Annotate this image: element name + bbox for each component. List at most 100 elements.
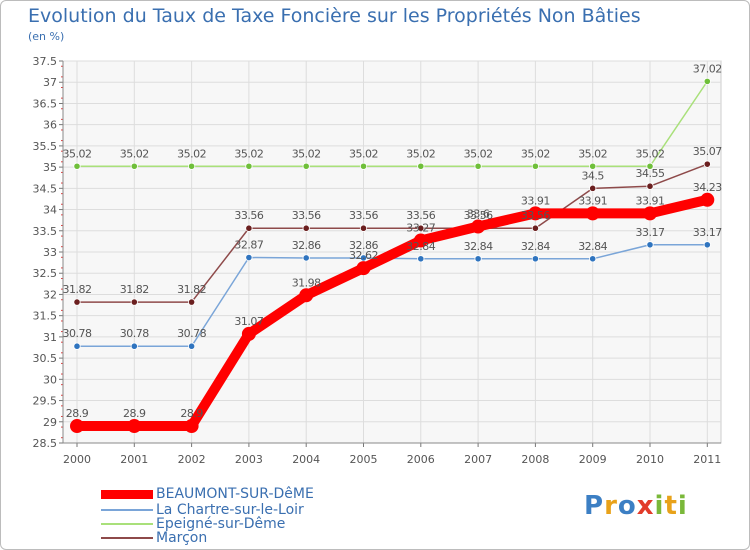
data-point <box>184 419 199 434</box>
data-point <box>130 298 138 306</box>
y-tick-label: 30.5 <box>33 352 58 365</box>
y-tick-label: 29.5 <box>33 395 58 408</box>
data-label: 31.07 <box>234 315 263 328</box>
data-label: 35.02 <box>578 147 607 160</box>
y-tick-label: 28.5 <box>33 437 58 450</box>
data-label: 35.02 <box>406 147 435 160</box>
data-point <box>417 224 425 232</box>
data-label: 34.55 <box>636 167 665 180</box>
data-label: 30.78 <box>63 327 92 340</box>
chart-unit-label: (en %) <box>28 30 65 43</box>
data-label: 33.56 <box>464 209 493 222</box>
series-line <box>76 163 709 303</box>
data-label: 32.62 <box>349 249 378 262</box>
data-point <box>73 298 81 306</box>
y-tick-label: 29 <box>43 416 57 429</box>
data-point <box>417 162 425 170</box>
y-tick-label: 32 <box>43 288 57 301</box>
x-tick-label: 2010 <box>636 453 664 466</box>
x-tick-label: 2002 <box>178 453 206 466</box>
data-label: 31.82 <box>63 283 92 296</box>
data-label: 32.84 <box>578 240 607 253</box>
y-tick-label: 34.5 <box>33 182 58 195</box>
data-label: 33.17 <box>693 226 722 239</box>
data-label: 35.02 <box>636 147 665 160</box>
data-point <box>188 162 196 170</box>
legend-item-la-chartre[interactable]: La Chartre-sur-le-Loir <box>101 503 304 517</box>
data-point <box>70 419 84 434</box>
x-tick-label: 2004 <box>292 453 320 466</box>
data-label: 33.56 <box>521 209 550 222</box>
legend-label: La Chartre-sur-le-Loir <box>156 502 304 518</box>
data-point <box>703 77 711 85</box>
y-tick-label: 30 <box>43 373 57 386</box>
data-point <box>359 224 368 232</box>
data-point <box>531 224 540 232</box>
data-label: 31.98 <box>292 276 321 289</box>
data-label: 33.6 <box>467 208 490 221</box>
data-label: 33.56 <box>406 209 435 222</box>
data-label: 31.82 <box>177 283 206 296</box>
data-label: 32.84 <box>464 240 493 253</box>
data-point <box>245 253 253 262</box>
data-label: 35.02 <box>292 147 321 160</box>
data-point <box>188 298 196 306</box>
x-tick-label: 2005 <box>350 453 378 466</box>
data-point <box>245 224 253 232</box>
data-point <box>359 162 368 170</box>
y-tick-label: 37 <box>43 76 57 89</box>
y-tick-label: 31 <box>43 331 57 344</box>
data-label: 33.56 <box>234 209 263 222</box>
data-point <box>589 255 597 263</box>
data-label: 32.87 <box>234 239 263 252</box>
data-point <box>73 162 81 170</box>
x-tick-label: 2007 <box>464 453 492 466</box>
y-tick-label: 36.5 <box>33 97 58 110</box>
data-point <box>241 326 256 341</box>
data-label: 33.56 <box>292 209 321 222</box>
data-point <box>302 162 310 170</box>
data-label: 35.02 <box>120 147 149 160</box>
legend-item-marcon[interactable]: Marçon <box>101 531 207 545</box>
data-point <box>531 162 540 170</box>
legend-swatch <box>101 509 153 511</box>
logo-letter: x <box>636 491 655 521</box>
data-point <box>703 241 711 249</box>
data-label: 37.02 <box>693 62 722 75</box>
data-point <box>299 288 314 303</box>
y-tick-label: 32.5 <box>33 267 58 280</box>
legend-label: Marçon <box>156 530 208 546</box>
data-label: 35.02 <box>464 147 493 160</box>
data-label: 28.9 <box>180 407 203 420</box>
chart-title: Evolution du Taux de Taxe Foncière sur l… <box>28 5 641 27</box>
data-point <box>471 219 486 234</box>
data-point <box>646 162 654 170</box>
logo-letter: i <box>677 491 688 521</box>
legend-swatch <box>101 489 153 499</box>
x-tick-label: 2006 <box>407 453 435 466</box>
y-tick-label: 35 <box>43 161 57 174</box>
x-tick-label: 2011 <box>693 453 721 466</box>
series-line <box>72 194 713 432</box>
legend-item-epeigne[interactable]: Epeigné-sur-Dême <box>101 517 285 531</box>
data-label: 32.86 <box>292 239 321 252</box>
legend-label: Epeigné-sur-Dême <box>156 516 286 532</box>
logo-letter: P <box>584 491 605 521</box>
legend-item-beaumont[interactable]: BEAUMONT-SUR-DêME <box>101 487 314 501</box>
data-point <box>474 162 482 170</box>
data-point <box>245 162 253 170</box>
data-label: 33.56 <box>349 209 378 222</box>
x-tick-label: 2000 <box>63 453 91 466</box>
data-point <box>356 261 371 276</box>
x-tick-label: 2003 <box>235 453 263 466</box>
x-tick-label: 2008 <box>521 453 549 466</box>
y-tick-label: 33.5 <box>33 225 58 238</box>
data-label: 33.27 <box>406 222 435 235</box>
data-label: 33.91 <box>521 194 550 207</box>
data-label: 28.9 <box>123 407 146 420</box>
data-label: 35.02 <box>521 147 550 160</box>
data-label: 35.02 <box>177 147 206 160</box>
data-point <box>302 224 310 232</box>
data-label: 32.84 <box>406 240 435 253</box>
